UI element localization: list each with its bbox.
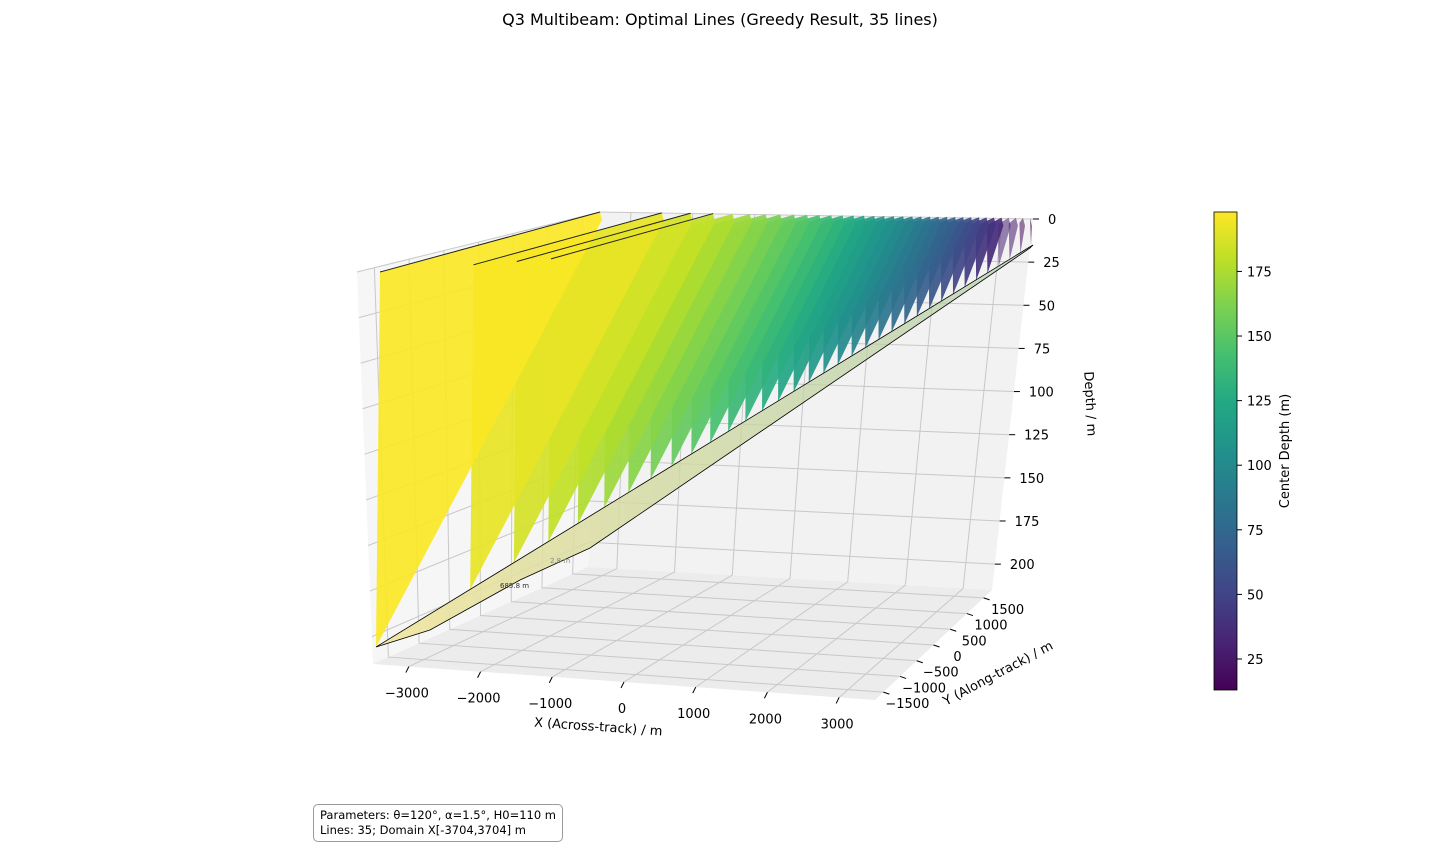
line-annotations: 2.8 m 685.8 m	[500, 557, 570, 590]
z-tick-label: 150	[1019, 472, 1044, 487]
annotation-fragment-2: 685.8 m	[500, 582, 529, 590]
z-tick-label: 200	[1010, 558, 1035, 573]
x-tick-label: 1000	[677, 707, 710, 722]
parameters-box: Parameters: θ=120°, α=1.5°, H0=110 m Lin…	[313, 804, 564, 842]
x-grid-line	[838, 218, 1003, 698]
x-tick-mark	[405, 666, 410, 673]
y-tick-label: 1000	[974, 619, 1007, 634]
x-tick-label: −2000	[457, 692, 501, 707]
x-tick-mark	[548, 676, 553, 684]
y-tick-mark	[966, 613, 974, 617]
y-tick-mark	[950, 628, 957, 632]
survey-line-swaths	[376, 211, 1032, 647]
survey-line-swath	[1008, 217, 1018, 261]
y-tick-mark	[916, 660, 923, 664]
survey-line-swath	[1030, 218, 1032, 247]
x-axis-ticks: −3000 −2000 −1000 0 1000 2000 3000	[385, 666, 854, 732]
z-tick-label: 175	[1015, 515, 1040, 530]
annotation-fragment-1: 2.8 m	[550, 557, 570, 565]
x-tick-label: 3000	[821, 717, 854, 732]
z-tick-label: 100	[1029, 386, 1054, 401]
colorbar-tick-label: 25	[1247, 653, 1264, 668]
x-grid-line	[767, 217, 941, 693]
x-tick-label: 2000	[749, 712, 782, 727]
swath-top-edge	[550, 213, 714, 260]
x-axis-label: X (Across-track) / m	[534, 716, 663, 740]
x-tick-mark	[835, 697, 840, 704]
x-tick-mark	[692, 686, 697, 694]
z-axis-ticks: 0 25 50 75 100 125 150 175 200	[994, 213, 1060, 573]
z-tick-label: 75	[1034, 342, 1051, 357]
x-tick-label: −3000	[385, 687, 429, 702]
colorbar-tick-label: 50	[1247, 588, 1264, 603]
y-tick-label: −1000	[902, 681, 946, 696]
x-tick-mark	[763, 692, 768, 699]
y-tick-label: 0	[953, 650, 961, 665]
colorbar: 25 50 75 100 125 150 175 Center Depth (m)	[1213, 211, 1293, 691]
parameters-line: Parameters: θ=120°, α=1.5°, H0=110 m	[320, 808, 557, 822]
colorbar-gradient	[1213, 211, 1238, 691]
y-tick-label: −1500	[885, 697, 929, 712]
y-tick-label: 1500	[991, 603, 1024, 618]
z-axis-label: Depth / m	[1080, 371, 1098, 437]
colorbar-tick-label: 75	[1247, 524, 1264, 539]
z-grid-line	[369, 500, 1000, 592]
colorbar-tick-label: 125	[1247, 395, 1272, 410]
colorbar-tick-label: 175	[1247, 265, 1272, 280]
z-tick-label: 0	[1048, 213, 1056, 228]
x-tick-label: 0	[618, 702, 626, 717]
coverage-surface	[375, 244, 1034, 648]
survey-line-swath	[376, 212, 602, 647]
y-tick-mark	[883, 691, 890, 695]
z-tick-label: 125	[1024, 429, 1049, 444]
y-tick-label: −500	[923, 666, 959, 681]
colorbar-tick-label: 150	[1247, 330, 1272, 345]
colorbar-label: Center Depth (m)	[1278, 394, 1293, 508]
x-tick-mark	[620, 681, 625, 689]
lines-domain-line: Lines: 35; Domain X[-3704,3704] m	[320, 823, 526, 837]
z-tick-label: 50	[1038, 299, 1055, 314]
y-tick-mark	[899, 675, 907, 679]
z-tick-label: 25	[1043, 256, 1060, 271]
colorbar-ticks: 25 50 75 100 125 150 175	[1237, 265, 1272, 668]
x-tick-mark	[477, 671, 482, 678]
swath-top-edge	[473, 212, 662, 266]
swath-top-edge	[379, 211, 601, 273]
y-tick-mark	[933, 644, 940, 648]
chart-title: Q3 Multibeam: Optimal Lines (Greedy Resu…	[502, 10, 938, 29]
swath-top-edge	[516, 212, 691, 262]
x-tick-label: −1000	[528, 697, 572, 712]
y-tick-mark	[983, 597, 990, 601]
y-tick-label: 500	[962, 634, 987, 649]
survey-line-swath	[1019, 217, 1025, 254]
colorbar-tick-label: 100	[1247, 459, 1272, 474]
